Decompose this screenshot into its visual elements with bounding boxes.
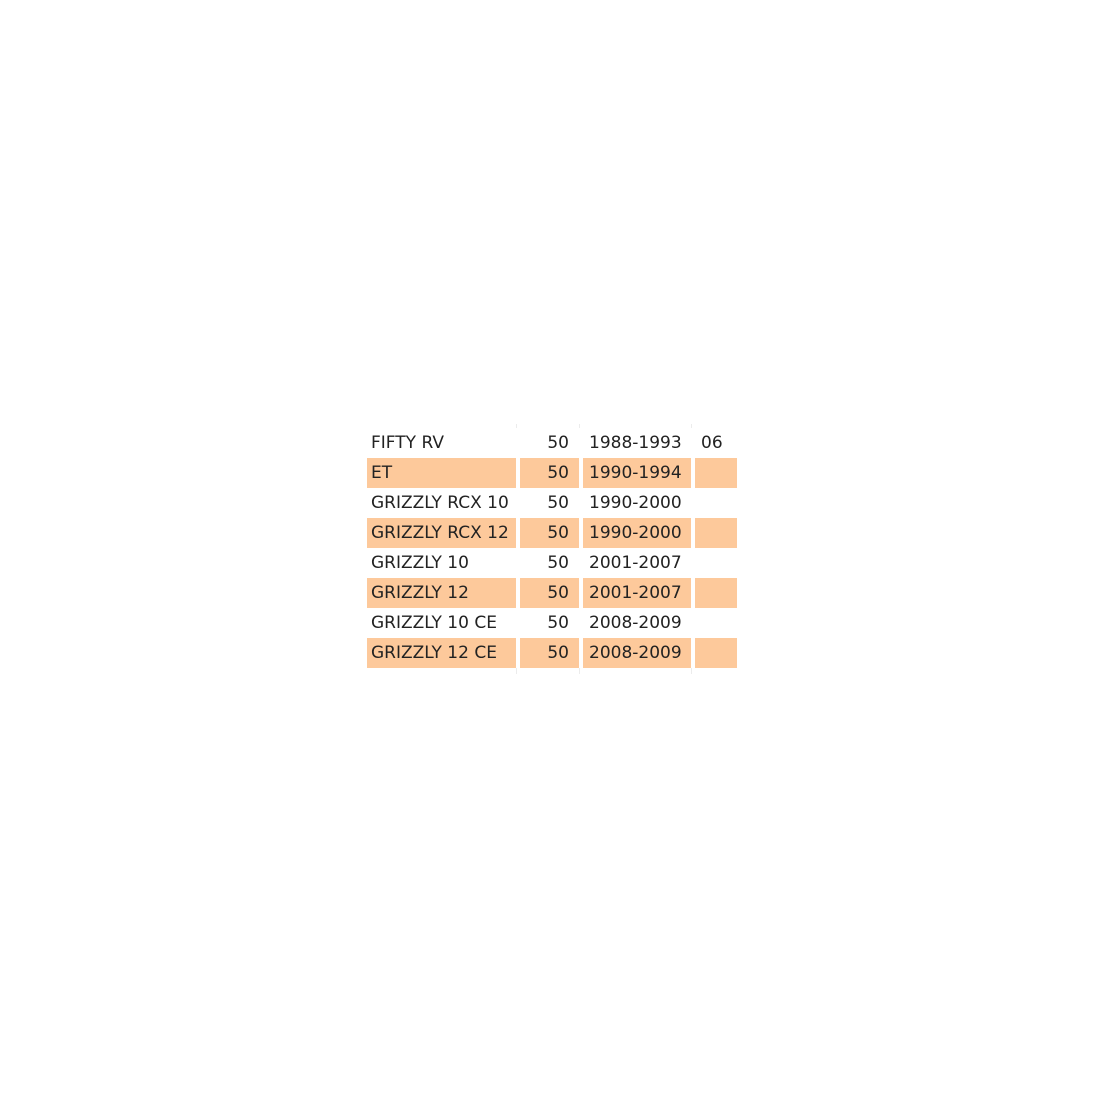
extra-cell: 06	[701, 433, 723, 453]
model-cell: ET	[367, 458, 520, 488]
table-row: ET 50 1990-1994	[367, 458, 737, 488]
model-cell: GRIZZLY RCX 12	[367, 518, 520, 548]
model-cell: GRIZZLY 12	[367, 578, 520, 608]
cc-cell: 50	[518, 488, 583, 518]
years-cell: 1990-1994	[581, 458, 695, 488]
extra-cell	[693, 578, 737, 608]
extra-cell	[693, 548, 737, 578]
model-cell: GRIZZLY 10	[367, 548, 520, 578]
cc-cell: 50	[518, 548, 583, 578]
years-cell: 1990-2000	[581, 488, 695, 518]
years-cell: 1988-1993	[581, 428, 695, 458]
cc-cell: 50	[518, 518, 583, 548]
model-cell: FIFTY RV	[367, 428, 520, 458]
cc-cell: 50	[518, 458, 583, 488]
model-cell: GRIZZLY 10 CE	[367, 608, 520, 638]
table-row: GRIZZLY 12 CE 50 2008-2009	[367, 638, 737, 668]
cc-cell: 50	[518, 638, 583, 668]
years-cell: 2008-2009	[581, 608, 695, 638]
model-table: FIFTY RV 50 1988-1993 06 ET 50 1990-1994 GRIZZL…	[367, 428, 737, 668]
extra-cell	[693, 518, 737, 548]
years-cell: 2001-2007	[581, 578, 695, 608]
cc-cell: 50	[518, 578, 583, 608]
extra-cell	[693, 458, 737, 488]
table-row: GRIZZLY RCX 12 50 1990-2000	[367, 518, 737, 548]
extra-cell	[693, 638, 737, 668]
table-row: GRIZZLY 10 CE 50 2008-2009	[367, 608, 737, 638]
model-cell: GRIZZLY RCX 10	[367, 488, 520, 518]
table-row: GRIZZLY RCX 10 50 1990-2000	[367, 488, 737, 518]
years-cell: 2001-2007	[581, 548, 695, 578]
table-row: GRIZZLY 12 50 2001-2007	[367, 578, 737, 608]
table-row: FIFTY RV 50 1988-1993 06	[367, 428, 737, 458]
years-cell: 2008-2009	[581, 638, 695, 668]
extra-cell	[693, 608, 737, 638]
years-cell: 1990-2000	[581, 518, 695, 548]
cc-cell: 50	[518, 608, 583, 638]
table-row: GRIZZLY 10 50 2001-2007	[367, 548, 737, 578]
extra-cell	[693, 488, 737, 518]
model-cell: GRIZZLY 12 CE	[367, 638, 520, 668]
cc-cell: 50	[518, 428, 583, 458]
